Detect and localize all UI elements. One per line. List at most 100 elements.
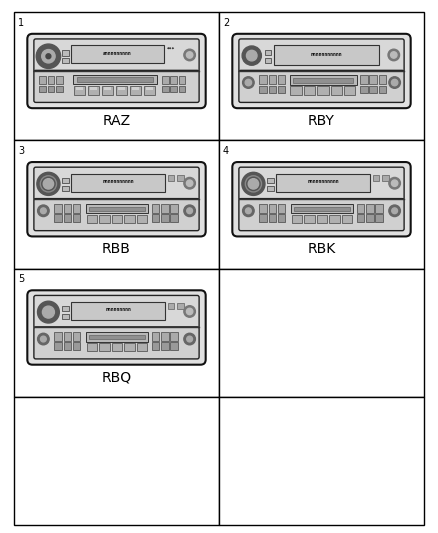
Bar [162, 76, 169, 84]
FancyBboxPatch shape [34, 295, 199, 328]
Bar [373, 175, 379, 181]
Bar [267, 186, 274, 191]
Bar [366, 204, 374, 213]
Circle shape [391, 52, 397, 58]
Bar [170, 86, 177, 92]
Circle shape [184, 205, 195, 216]
Bar [278, 214, 286, 222]
Bar [87, 215, 97, 223]
Bar [73, 75, 157, 84]
Bar [62, 186, 69, 191]
Bar [329, 215, 340, 223]
Circle shape [38, 301, 59, 323]
Circle shape [187, 180, 193, 187]
Circle shape [245, 208, 251, 214]
Circle shape [242, 46, 261, 65]
Bar [293, 78, 353, 83]
FancyBboxPatch shape [34, 39, 199, 72]
Bar [219, 12, 424, 140]
Bar [267, 178, 274, 183]
Circle shape [37, 172, 60, 196]
Bar [219, 269, 424, 397]
Text: RBK: RBK [307, 243, 336, 256]
FancyBboxPatch shape [239, 199, 404, 231]
Bar [268, 76, 276, 84]
Bar [88, 86, 99, 95]
FancyBboxPatch shape [27, 290, 206, 365]
Bar [259, 214, 267, 222]
Circle shape [184, 306, 195, 317]
Bar [179, 76, 185, 84]
Bar [48, 76, 54, 84]
Bar [71, 302, 165, 320]
Bar [294, 207, 350, 211]
Bar [56, 86, 63, 92]
Bar [168, 175, 174, 181]
Bar [179, 86, 185, 92]
Bar [278, 76, 286, 84]
Bar [62, 178, 69, 183]
Bar [170, 204, 178, 213]
Bar [259, 76, 267, 84]
Bar [116, 86, 127, 95]
Bar [382, 175, 389, 181]
Circle shape [243, 77, 254, 88]
Bar [99, 215, 110, 223]
FancyBboxPatch shape [34, 199, 199, 231]
Bar [162, 86, 169, 92]
Circle shape [36, 44, 60, 68]
Bar [137, 215, 147, 223]
Bar [259, 86, 267, 93]
Bar [177, 175, 184, 181]
Bar [278, 204, 286, 213]
Bar [104, 87, 111, 90]
Bar [170, 342, 178, 350]
Bar [73, 332, 80, 341]
Text: ◆◆◆: ◆◆◆ [167, 46, 175, 51]
Bar [152, 332, 159, 341]
Bar [62, 51, 69, 55]
Bar [86, 204, 148, 213]
Bar [360, 86, 368, 93]
Bar [304, 86, 315, 95]
Bar [375, 214, 383, 222]
Bar [64, 342, 71, 350]
FancyBboxPatch shape [239, 167, 404, 200]
Bar [268, 214, 276, 222]
Bar [124, 215, 135, 223]
Text: 1: 1 [18, 18, 24, 28]
Bar [170, 76, 177, 84]
FancyBboxPatch shape [239, 70, 404, 102]
Bar [39, 86, 46, 92]
Bar [56, 76, 63, 84]
Bar [90, 87, 97, 90]
Bar [14, 269, 219, 397]
Bar [73, 204, 80, 213]
Bar [291, 204, 353, 213]
Circle shape [245, 79, 251, 86]
Bar [276, 174, 370, 191]
Bar [144, 86, 155, 95]
Circle shape [38, 205, 49, 216]
Circle shape [247, 50, 257, 61]
Text: nnnnnnnnn: nnnnnnnnn [105, 308, 131, 312]
Bar [275, 45, 379, 64]
Bar [130, 86, 141, 95]
Text: 4: 4 [223, 146, 229, 156]
Bar [112, 343, 122, 351]
Circle shape [242, 172, 265, 196]
Bar [112, 215, 122, 223]
Bar [89, 207, 145, 211]
FancyBboxPatch shape [232, 162, 411, 237]
Bar [87, 343, 97, 351]
Bar [152, 204, 159, 213]
Bar [170, 214, 178, 222]
Bar [74, 86, 85, 95]
Bar [64, 332, 71, 341]
Bar [168, 303, 174, 309]
Text: RBB: RBB [102, 243, 131, 256]
Bar [146, 87, 152, 90]
Bar [161, 332, 169, 341]
Text: RAZ: RAZ [102, 114, 131, 128]
Circle shape [392, 180, 398, 187]
